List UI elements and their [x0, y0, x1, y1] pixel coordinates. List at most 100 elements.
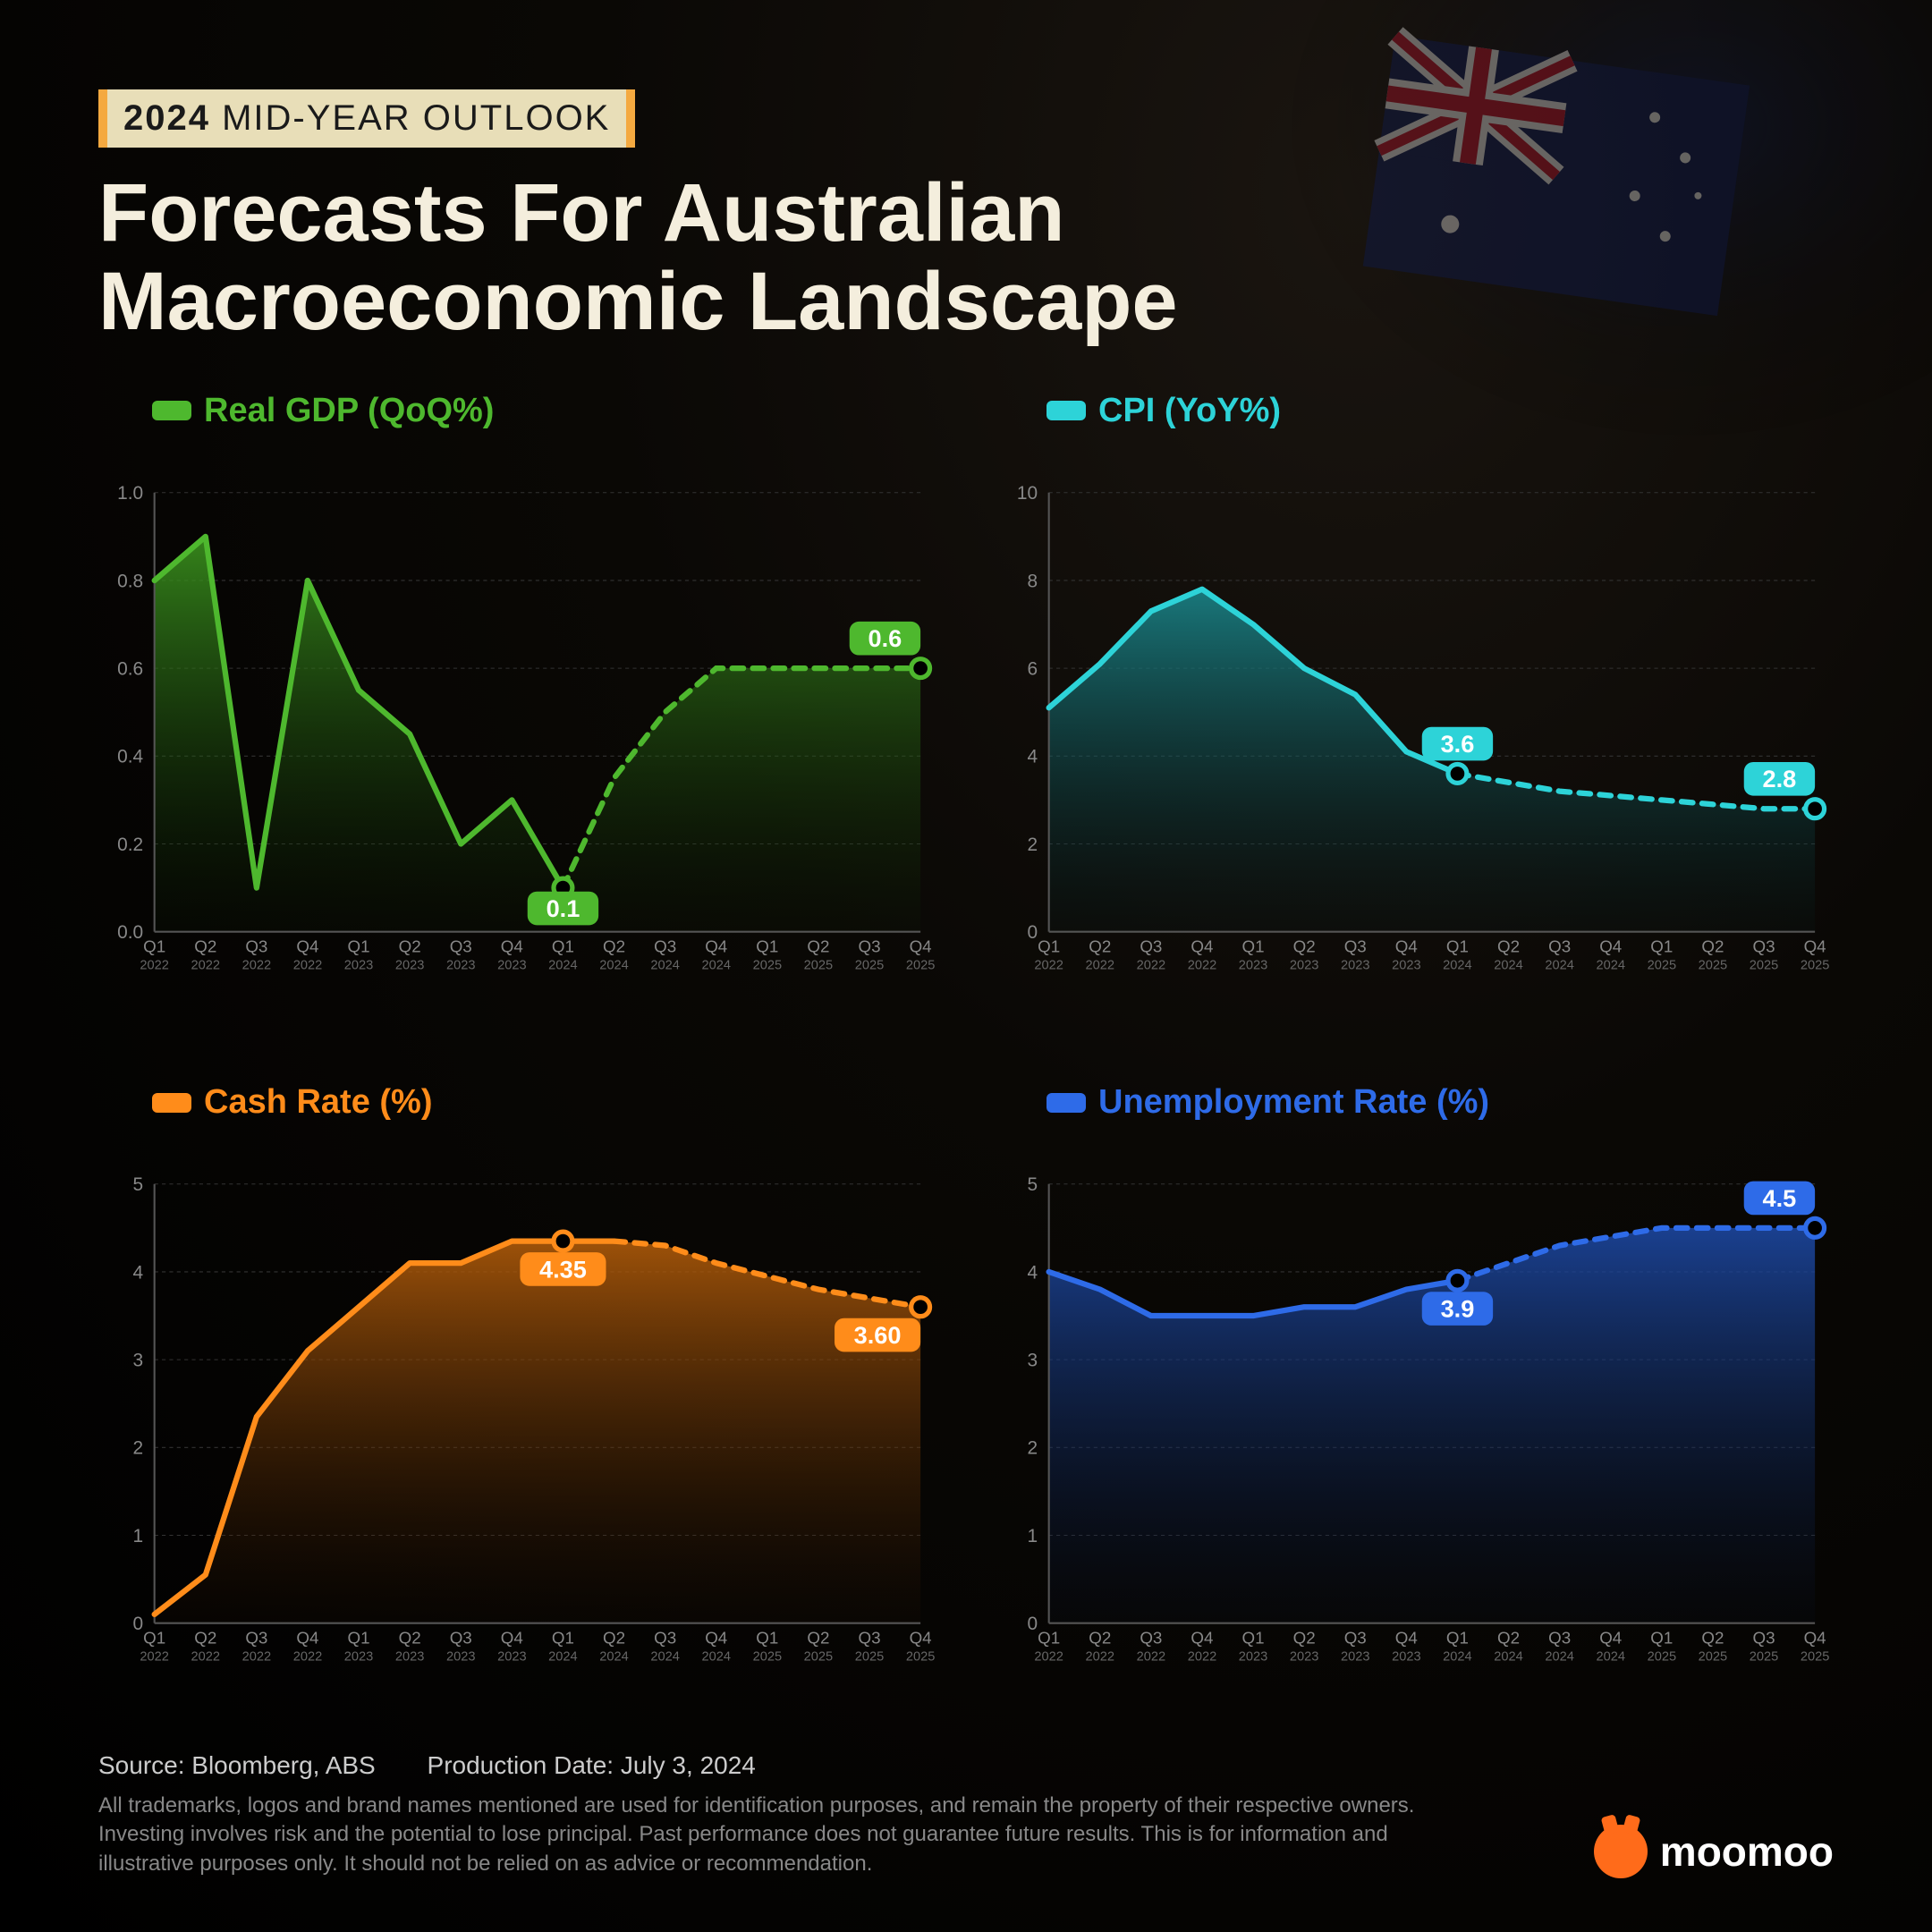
svg-text:4.5: 4.5: [1763, 1184, 1797, 1212]
svg-text:2022: 2022: [242, 958, 272, 972]
svg-text:Q2: Q2: [399, 1629, 421, 1648]
svg-text:2024: 2024: [1596, 1650, 1625, 1665]
svg-text:2022: 2022: [1137, 958, 1166, 972]
svg-text:Q4: Q4: [910, 1629, 932, 1648]
svg-text:Q4: Q4: [1395, 1629, 1418, 1648]
svg-text:2024: 2024: [1545, 1650, 1574, 1665]
svg-text:2023: 2023: [1392, 1650, 1421, 1665]
svg-text:2024: 2024: [1443, 1650, 1472, 1665]
svg-text:Q3: Q3: [654, 1629, 676, 1648]
svg-text:Q2: Q2: [807, 936, 829, 955]
svg-text:2024: 2024: [1443, 958, 1472, 972]
svg-text:Q1: Q1: [1650, 936, 1673, 955]
svg-text:Q2: Q2: [1293, 936, 1316, 955]
svg-text:1: 1: [1028, 1526, 1038, 1546]
svg-text:2023: 2023: [497, 1650, 527, 1665]
chart-title: Real GDP (QoQ%): [152, 392, 939, 430]
svg-text:0: 0: [133, 1614, 144, 1634]
svg-text:3: 3: [133, 1351, 144, 1371]
legend-swatch: [1046, 401, 1086, 420]
chart-plot: 0123454.353.60Q12022Q22022Q32022Q42022Q1…: [98, 1132, 939, 1722]
svg-text:2023: 2023: [1290, 958, 1319, 972]
svg-text:Q1: Q1: [1038, 1629, 1060, 1648]
legend-swatch: [1046, 1093, 1086, 1113]
svg-text:Q1: Q1: [552, 936, 574, 955]
svg-text:2022: 2022: [1086, 958, 1115, 972]
svg-text:2024: 2024: [1545, 958, 1574, 972]
chart-cash-rate: Cash Rate (%)0123454.353.60Q12022Q22022Q…: [98, 1083, 939, 1722]
svg-text:Q1: Q1: [348, 936, 370, 955]
svg-text:2: 2: [1028, 835, 1038, 855]
svg-text:Q4: Q4: [296, 936, 318, 955]
legend-swatch: [152, 401, 191, 420]
svg-text:Q2: Q2: [1701, 936, 1724, 955]
svg-text:2024: 2024: [1494, 958, 1523, 972]
svg-text:Q2: Q2: [1497, 1629, 1520, 1648]
charts-grid: Real GDP (QoQ%)0.00.20.40.60.81.00.10.6Q…: [98, 392, 1834, 1722]
svg-text:2024: 2024: [701, 958, 731, 972]
svg-text:Q3: Q3: [1344, 1629, 1367, 1648]
svg-text:2023: 2023: [1392, 958, 1421, 972]
chart-title-text: Cash Rate (%): [204, 1083, 433, 1122]
svg-text:Q1: Q1: [756, 1629, 778, 1648]
svg-text:Q1: Q1: [143, 1629, 165, 1648]
svg-text:Q1: Q1: [348, 1629, 370, 1648]
svg-text:2024: 2024: [1596, 958, 1625, 972]
svg-text:2025: 2025: [804, 958, 834, 972]
svg-text:2024: 2024: [599, 1650, 629, 1665]
svg-text:2023: 2023: [395, 958, 425, 972]
svg-text:2025: 2025: [1648, 1650, 1677, 1665]
svg-text:Q4: Q4: [705, 1629, 727, 1648]
svg-text:2025: 2025: [753, 1650, 783, 1665]
svg-text:2022: 2022: [1188, 958, 1217, 972]
svg-text:Q3: Q3: [1752, 1629, 1775, 1648]
svg-text:2025: 2025: [804, 1650, 834, 1665]
svg-text:0.1: 0.1: [547, 894, 580, 922]
svg-text:2025: 2025: [906, 1650, 936, 1665]
svg-text:2: 2: [133, 1438, 144, 1459]
svg-text:3.9: 3.9: [1441, 1295, 1475, 1323]
svg-text:2025: 2025: [1750, 1650, 1779, 1665]
svg-text:2022: 2022: [140, 1650, 169, 1665]
svg-text:Q2: Q2: [1701, 1629, 1724, 1648]
svg-text:2023: 2023: [344, 1650, 374, 1665]
svg-text:2022: 2022: [1137, 1650, 1166, 1665]
svg-text:Q1: Q1: [1650, 1629, 1673, 1648]
svg-text:2023: 2023: [446, 958, 476, 972]
badge-year: 2024: [123, 98, 210, 138]
svg-text:Q1: Q1: [143, 936, 165, 955]
svg-text:Q4: Q4: [1599, 1629, 1622, 1648]
page-title: Forecasts For Australian Macroeconomic L…: [98, 169, 1834, 347]
svg-text:Q3: Q3: [245, 936, 267, 955]
svg-text:2024: 2024: [599, 958, 629, 972]
moomoo-icon: [1594, 1825, 1648, 1878]
svg-text:2024: 2024: [1494, 1650, 1523, 1665]
svg-text:Q2: Q2: [807, 1629, 829, 1648]
svg-text:2023: 2023: [1341, 958, 1370, 972]
svg-text:Q2: Q2: [194, 1629, 216, 1648]
svg-text:2022: 2022: [140, 958, 169, 972]
svg-text:5: 5: [133, 1174, 144, 1195]
svg-text:Q3: Q3: [1344, 936, 1367, 955]
svg-text:0: 0: [1028, 922, 1038, 943]
svg-text:2023: 2023: [497, 958, 527, 972]
footer-text: Source: Bloomberg, ABS Production Date: …: [98, 1749, 1440, 1878]
svg-text:2025: 2025: [1648, 958, 1677, 972]
svg-text:Q4: Q4: [296, 1629, 318, 1648]
svg-text:Q3: Q3: [1752, 936, 1775, 955]
svg-text:0.6: 0.6: [117, 658, 143, 679]
svg-text:Q3: Q3: [1548, 1629, 1571, 1648]
chart-cpi: CPI (YoY%)02468103.62.8Q12022Q22022Q3202…: [993, 392, 1834, 1030]
svg-text:0: 0: [1028, 1614, 1038, 1634]
svg-text:Q4: Q4: [1191, 1629, 1213, 1648]
chart-title-text: Real GDP (QoQ%): [204, 392, 494, 430]
svg-text:0.4: 0.4: [117, 746, 143, 767]
svg-text:Q3: Q3: [1140, 1629, 1162, 1648]
svg-text:0.6: 0.6: [869, 624, 902, 652]
svg-text:Q3: Q3: [858, 1629, 880, 1648]
svg-text:2022: 2022: [191, 958, 221, 972]
svg-text:Q1: Q1: [1242, 936, 1265, 955]
svg-text:2025: 2025: [1801, 958, 1830, 972]
badge-text: MID-YEAR OUTLOOK: [210, 98, 610, 138]
source-label: Source: Bloomberg, ABS: [98, 1751, 376, 1779]
